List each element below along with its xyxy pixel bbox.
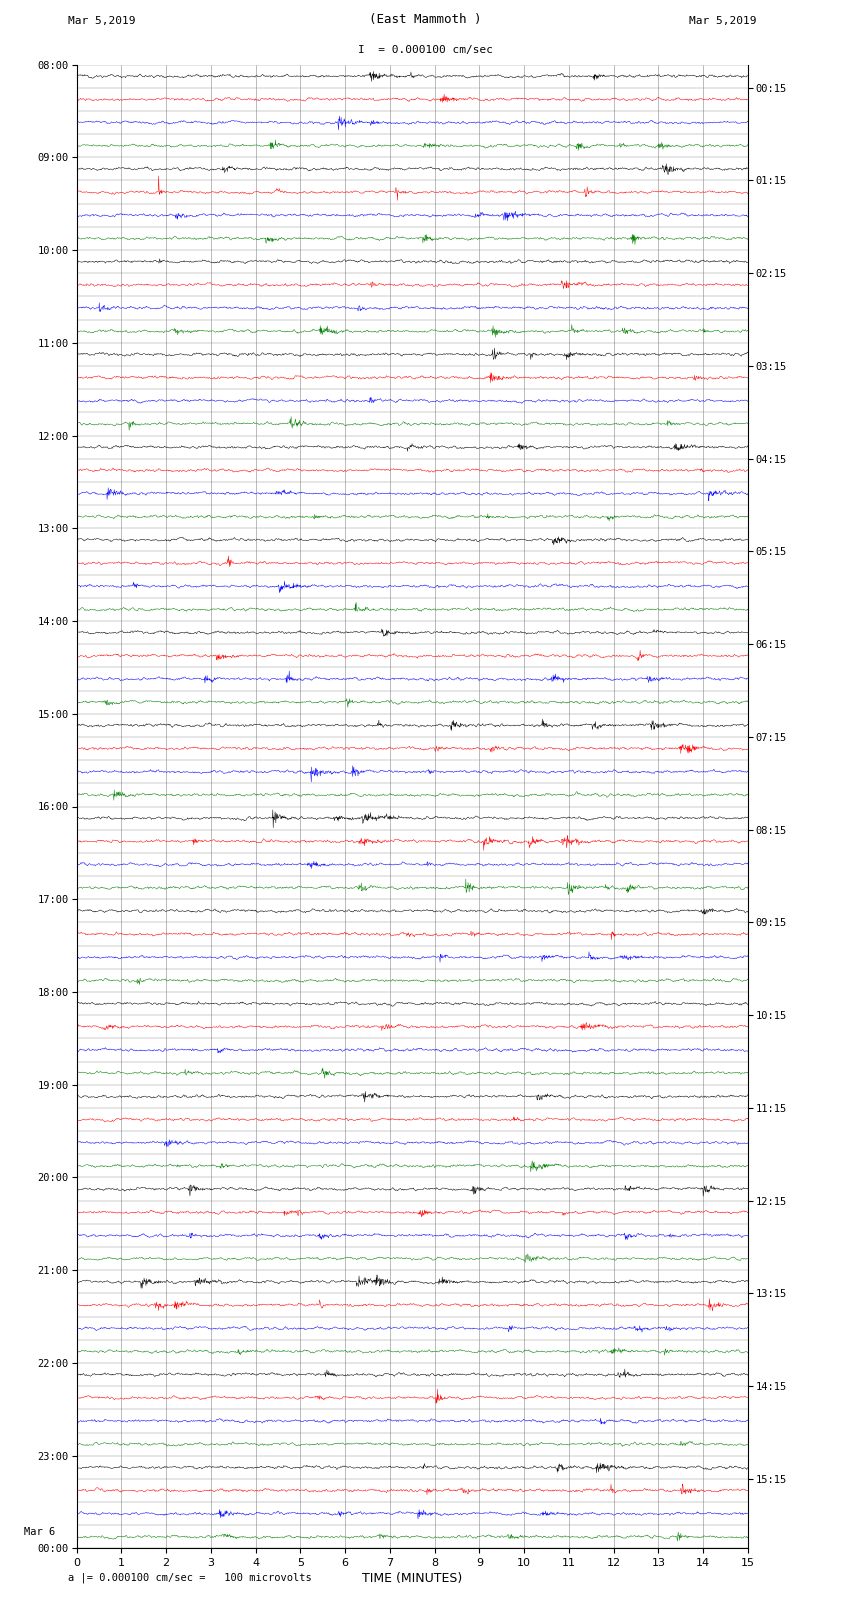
X-axis label: TIME (MINUTES): TIME (MINUTES) xyxy=(362,1573,462,1586)
Text: a |= 0.000100 cm/sec =   100 microvolts: a |= 0.000100 cm/sec = 100 microvolts xyxy=(68,1573,312,1584)
Text: Mar 5,2019: Mar 5,2019 xyxy=(68,16,135,26)
Text: (East Mammoth ): (East Mammoth ) xyxy=(369,13,481,26)
Text: Mar 6: Mar 6 xyxy=(24,1528,55,1537)
Text: Mar 5,2019: Mar 5,2019 xyxy=(689,16,756,26)
Text: I  = 0.000100 cm/sec: I = 0.000100 cm/sec xyxy=(358,45,492,55)
